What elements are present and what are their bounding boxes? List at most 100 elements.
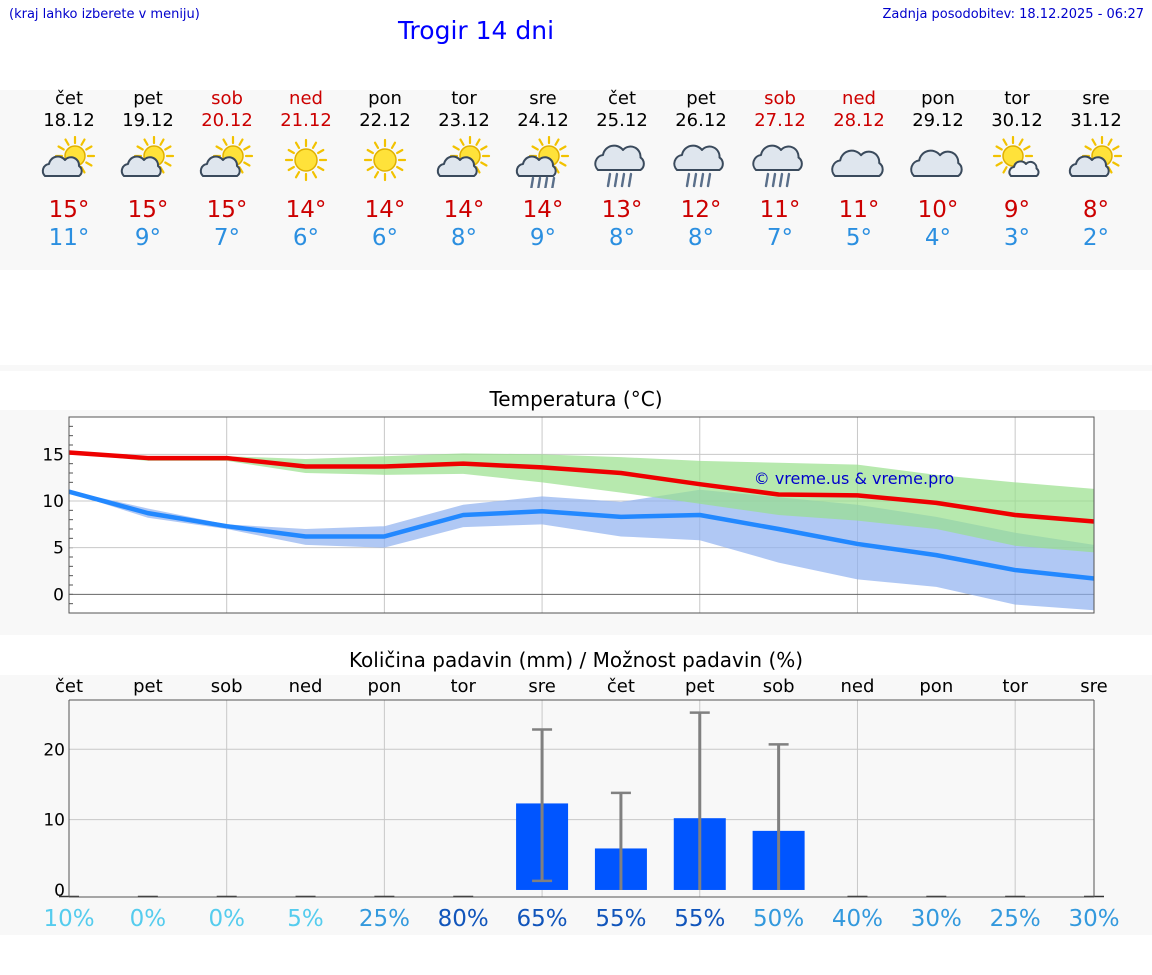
precip-probability: 0%	[208, 906, 245, 932]
precip-probability: 65%	[517, 906, 568, 932]
max-temp-range-band	[69, 451, 1094, 553]
daily-forecast-band	[0, 90, 1152, 270]
min-temp: 8°	[450, 225, 478, 251]
precip-probability: 55%	[674, 906, 725, 932]
weather-icon	[673, 144, 724, 188]
watermark-text: © vreme.us & vreme.pro	[754, 469, 955, 488]
day-date: 31.12	[1070, 110, 1122, 131]
min-temp: 4°	[924, 225, 952, 251]
weather-icon	[436, 136, 491, 177]
day-name: pon	[368, 88, 402, 109]
max-temp: 14°	[364, 197, 406, 223]
day-date: 19.12	[122, 110, 174, 131]
weather-icon	[41, 136, 96, 177]
sun-cloud-icon	[199, 136, 254, 177]
day-name: sob	[211, 88, 243, 109]
min-temp-line	[68, 489, 1095, 581]
page-title: Trogir 14 dni	[397, 16, 555, 45]
min-temp: 3°	[1003, 225, 1031, 251]
weather-icon	[910, 149, 963, 177]
plot-frame	[68, 416, 1095, 614]
day-name: čet	[607, 88, 637, 109]
max-temp: 15°	[206, 197, 248, 223]
day-label: sob	[211, 676, 243, 697]
day-name: čet	[54, 88, 84, 109]
day-column: sre 24.12 14° 9°	[503, 88, 583, 252]
max-temp-line	[68, 450, 1095, 524]
max-temp: 8°	[1082, 197, 1110, 223]
day-date: 27.12	[754, 110, 806, 131]
weather-icon	[831, 149, 884, 177]
min-temp: 6°	[292, 225, 320, 251]
plot-area	[69, 700, 1094, 897]
max-temp: 14°	[285, 197, 327, 223]
max-temp: 14°	[443, 197, 485, 223]
precip-probability: 80%	[438, 906, 489, 932]
temperature-chart-title: Temperatura (°C)	[489, 387, 663, 411]
day-name: pet	[133, 88, 163, 109]
day-date: 28.12	[833, 110, 885, 131]
max-temp: 9°	[1003, 197, 1031, 223]
precip-probability: 5%	[287, 906, 324, 932]
day-label: sob	[763, 676, 795, 697]
min-temp: 5°	[845, 225, 873, 251]
weather-icon	[752, 144, 803, 188]
max-temp: 10°	[917, 197, 959, 223]
weather-icon	[199, 136, 254, 177]
y-tick-label: 0	[53, 585, 64, 605]
min-temp: 8°	[687, 225, 715, 251]
max-temp: 13°	[601, 197, 643, 223]
day-name: ned	[289, 88, 323, 109]
day-label: tor	[1002, 676, 1028, 697]
y-tick-label: 10	[42, 492, 64, 512]
day-date: 24.12	[517, 110, 569, 131]
min-temp-range-band	[69, 489, 1094, 611]
day-name: tor	[451, 88, 477, 109]
section-divider	[0, 365, 1152, 371]
day-date: 29.12	[912, 110, 964, 131]
precip-probability: 30%	[911, 906, 962, 932]
day-date: 30.12	[991, 110, 1043, 131]
y-tick-label: 10	[43, 811, 65, 831]
day-column: pet 19.12 15° 9°	[108, 88, 188, 252]
cloud-icon	[910, 149, 963, 177]
max-temp: 11°	[759, 197, 801, 223]
day-label: sre	[1080, 676, 1107, 697]
min-temp: 6°	[371, 225, 399, 251]
day-label: pon	[367, 676, 401, 697]
weather-icon	[284, 138, 328, 182]
sun-icon	[363, 138, 407, 182]
y-tick-label: 20	[43, 740, 65, 760]
sun-cloud-icon	[1068, 136, 1123, 177]
day-name: sob	[764, 88, 796, 109]
day-column: tor 23.12 14° 8°	[424, 88, 504, 252]
day-name: sre	[529, 88, 557, 109]
min-temp: 7°	[213, 225, 241, 251]
day-label: pet	[133, 676, 163, 697]
day-column: ned 21.12 14° 6°	[266, 88, 346, 252]
day-label: tor	[450, 676, 476, 697]
min-temp: 9°	[529, 225, 557, 251]
day-label: čet	[55, 676, 83, 697]
day-date: 22.12	[359, 110, 411, 131]
precipitation-chart-title: Količina padavin (mm) / Možnost padavin …	[348, 648, 804, 672]
cloud-rain-icon	[594, 144, 645, 188]
precip-probability: 55%	[595, 906, 646, 932]
min-temp: 9°	[134, 225, 162, 251]
y-tick-label: 15	[42, 445, 64, 465]
day-label: pon	[919, 676, 953, 697]
cloud-rain-icon	[752, 144, 803, 188]
sun-cloud-icon	[41, 136, 96, 177]
day-label: ned	[841, 676, 875, 697]
temperature-chart: 0 5 10 15 © vreme.us & vreme.pro	[42, 416, 1095, 614]
cloud-icon	[831, 149, 884, 177]
min-temp: 2°	[1082, 225, 1110, 251]
day-column: pon 29.12 10° 4°	[898, 88, 978, 252]
sun-cloud-rain-icon	[515, 136, 570, 188]
y-tick-label: 5	[53, 539, 64, 559]
sun-cloud-icon	[436, 136, 491, 177]
day-column: sob 27.12 11° 7°	[740, 88, 820, 252]
precip-probability: 50%	[753, 906, 804, 932]
day-label: pet	[685, 676, 715, 697]
day-column: čet 25.12 13° 8°	[582, 88, 662, 252]
